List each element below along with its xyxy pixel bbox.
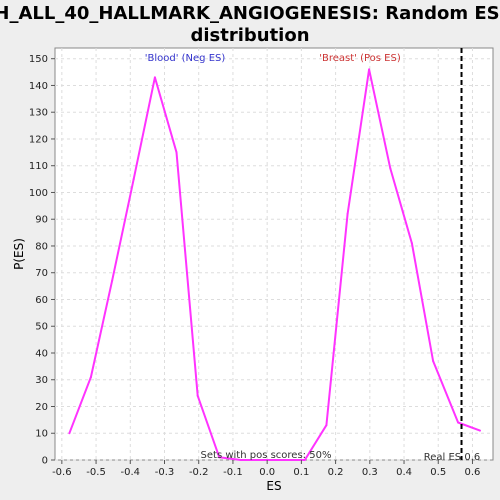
real-es-text: Real ES 0.6 [424, 452, 480, 463]
data-point [325, 424, 328, 427]
data-point [432, 360, 435, 363]
y-tick-label: 50 [35, 322, 48, 333]
data-point [457, 421, 460, 424]
x-tick-label: -0.3 [155, 467, 175, 478]
y-tick-label: 130 [29, 108, 48, 119]
plot-area [54, 47, 494, 461]
data-point [282, 459, 285, 461]
neg-es-label: 'Blood' (Neg ES) [145, 53, 226, 64]
data-point [132, 178, 135, 181]
x-tick-label: 0.6 [465, 467, 481, 478]
distribution-line [68, 68, 481, 461]
x-tick-label: 0.1 [293, 467, 309, 478]
data-point [68, 432, 71, 435]
data-point [175, 151, 178, 154]
data-point [239, 459, 242, 461]
series-layer [68, 68, 481, 461]
y-tick-label: 40 [35, 348, 48, 359]
x-axis-label: ES [266, 479, 281, 493]
x-tick-label: -0.5 [86, 467, 106, 478]
x-tick-label: -0.1 [223, 467, 243, 478]
y-tick-label: 140 [29, 81, 48, 92]
y-tick-label: 30 [35, 375, 48, 386]
y-tick-label: 70 [35, 268, 48, 279]
chart-title-line-2: distribution [190, 25, 309, 46]
x-tick-label: -0.2 [189, 467, 209, 478]
y-tick-label: 0 [42, 456, 48, 467]
x-axis: -0.6 -0.5 -0.4 -0.3 -0.2 -0.1 0.0 0.1 0.2 0.3 0.4 0… [52, 460, 480, 478]
chart-title-line-1: H_ALL_40_HALLMARK_ANGIOGENESIS: Random E… [0, 3, 500, 24]
y-tick-label: 20 [35, 402, 48, 413]
x-tick-label: 0.3 [362, 467, 378, 478]
data-point [368, 68, 371, 71]
data-point [410, 242, 413, 245]
y-tick-label: 110 [29, 161, 48, 172]
y-axis-label: P(ES) [12, 238, 26, 270]
y-tick-label: 90 [35, 215, 48, 226]
data-point [478, 429, 481, 432]
y-tick-label: 120 [29, 134, 48, 145]
x-tick-label: -0.4 [121, 467, 141, 478]
data-point [346, 212, 349, 215]
data-point [111, 279, 114, 282]
data-point [89, 376, 92, 379]
pos-scores-text: Sets with pos scores: 50% [201, 450, 332, 461]
data-point [261, 459, 264, 461]
data-point [389, 167, 392, 170]
data-point [153, 76, 156, 79]
y-tick-label: 80 [35, 241, 48, 252]
data-point [303, 459, 306, 461]
x-tick-label: 0.2 [328, 467, 344, 478]
data-point [196, 394, 199, 397]
data-point [218, 456, 221, 459]
y-tick-label: 60 [35, 295, 48, 306]
y-tick-label: 10 [35, 429, 48, 440]
pos-es-label: 'Breast' (Pos ES) [319, 53, 401, 64]
x-tick-label: 0.4 [396, 467, 412, 478]
y-tick-label: 150 [29, 54, 48, 65]
x-tick-label: 0.0 [259, 467, 275, 478]
y-axis: 0 10 20 30 40 50 60 70 80 90 100 110 120 130 140 150 [29, 54, 55, 467]
x-tick-label: -0.6 [52, 467, 72, 478]
y-tick-label: 100 [29, 188, 48, 199]
x-tick-label: 0.5 [430, 467, 446, 478]
